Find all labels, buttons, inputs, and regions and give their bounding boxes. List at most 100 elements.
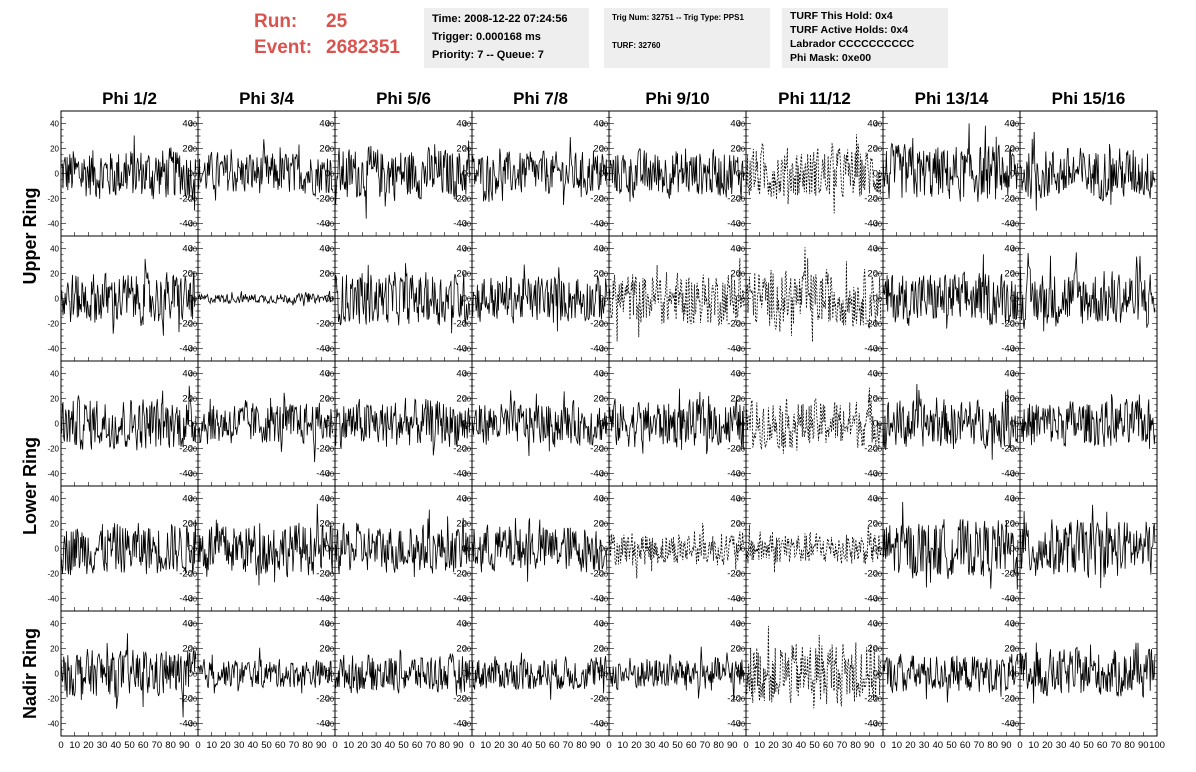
y-tick-label: 20 [600, 520, 608, 529]
x-tick-label: 40 [796, 740, 807, 751]
y-tick-label: -20 [597, 570, 608, 579]
x-tick-label: 70 [1111, 740, 1122, 751]
y-tick-label: 0 [873, 169, 878, 180]
x-tick-label: 60 [686, 740, 697, 751]
waveform-trace [61, 135, 197, 211]
y-tick-label: 20 [730, 144, 741, 155]
waveform-trace [1019, 131, 1156, 211]
x-tick-label: 0 [469, 740, 474, 751]
y-tick-label: 20 [182, 394, 193, 405]
y-tick-label: -20 [1001, 444, 1015, 455]
waveform-trace [334, 263, 471, 334]
y-tick-label: 0 [193, 420, 197, 429]
y-tick-label: 0 [193, 295, 197, 304]
y-tick-label: -40 [597, 470, 608, 479]
y-tick-label: 0 [462, 419, 467, 430]
column-header: Phi 15/16 [1052, 89, 1126, 108]
y-tick-label: 0 [55, 420, 60, 429]
panel-frame [745, 235, 884, 362]
y-tick-label: 20 [874, 270, 882, 279]
y-tick-label: -20 [734, 445, 745, 454]
y-tick-label: -20 [460, 195, 471, 204]
y-tick-label: -20 [1008, 445, 1019, 454]
waveform-trace [334, 649, 471, 696]
y-tick-label: 20 [50, 395, 59, 404]
y-tick-label: 0 [878, 545, 882, 554]
x-tick-label: 80 [165, 740, 176, 751]
y-tick-label: 40 [182, 619, 193, 630]
y-tick-label: 0 [604, 420, 608, 429]
y-tick-label: -40 [186, 720, 197, 729]
y-tick-label: 40 [463, 495, 471, 504]
y-tick-label: 20 [189, 520, 197, 529]
x-tick-label: 10 [617, 740, 628, 751]
y-tick-label: -40 [734, 220, 745, 229]
y-tick-label: 40 [1011, 495, 1019, 504]
x-tick-label: 90 [179, 740, 190, 751]
y-tick-label: -40 [460, 470, 471, 479]
y-tick-label: -40 [1008, 720, 1019, 729]
x-tick-label: 90 [1001, 740, 1012, 751]
y-tick-label: 20 [867, 519, 878, 530]
x-tick-label: 80 [439, 740, 450, 751]
run-label: Run: [254, 11, 298, 32]
y-tick-label: 0 [467, 670, 471, 679]
waveform-trace [471, 517, 608, 582]
y-tick-label: 40 [189, 370, 197, 379]
y-tick-label: -40 [47, 220, 59, 229]
waveform-trace [60, 633, 197, 718]
y-tick-label: 40 [189, 120, 197, 129]
column-header: Phi 9/10 [645, 89, 709, 108]
y-tick-label: -40 [1001, 469, 1015, 480]
y-tick-label: -20 [864, 694, 878, 705]
y-tick-label: 0 [873, 669, 878, 680]
y-tick-label: -40 [727, 594, 741, 605]
y-tick-label: 0 [1010, 169, 1015, 180]
x-tick-label: 90 [590, 740, 601, 751]
y-tick-label: -20 [871, 320, 882, 329]
y-tick-label: -40 [864, 219, 878, 230]
y-tick-label: -40 [323, 720, 334, 729]
waveform-trace [471, 652, 608, 700]
y-tick-label: 0 [325, 544, 330, 555]
y-tick-label: 40 [874, 495, 882, 504]
y-tick-label: 40 [874, 245, 882, 254]
y-tick-label: 20 [737, 520, 745, 529]
y-tick-label: 20 [1011, 270, 1019, 279]
y-tick-label: -20 [597, 695, 608, 704]
x-tick-label: 30 [508, 740, 519, 751]
y-tick-label: -40 [179, 344, 193, 355]
y-tick-label: 40 [730, 119, 741, 130]
y-tick-label: 20 [319, 144, 330, 155]
y-tick-label: -20 [179, 694, 193, 705]
x-tick-label: 20 [905, 740, 916, 751]
waveform-trace [1019, 504, 1156, 589]
y-tick-label: 20 [326, 270, 334, 279]
column-header: Phi 3/4 [239, 89, 294, 108]
y-tick-label: 40 [182, 369, 193, 380]
x-tick-label: 80 [713, 740, 724, 751]
y-tick-label: 0 [325, 669, 330, 680]
y-tick-label: -20 [453, 569, 467, 580]
column-header: Phi 11/12 [778, 89, 851, 108]
x-tick-label: 0 [58, 740, 63, 751]
y-tick-label: 20 [600, 645, 608, 654]
y-tick-label: -40 [453, 219, 467, 230]
priority-text: Priority: 7 -- Queue: 7 [432, 49, 544, 61]
y-tick-label: 20 [1004, 644, 1015, 655]
y-tick-label: -20 [1008, 695, 1019, 704]
y-tick-label: 20 [737, 645, 745, 654]
event-value: 2682351 [326, 37, 400, 58]
x-tick-label: 80 [850, 740, 861, 751]
y-tick-label: -20 [453, 319, 467, 330]
y-tick-label: -20 [1008, 570, 1019, 579]
y-tick-label: 0 [188, 419, 193, 430]
y-tick-label: 20 [463, 270, 471, 279]
waveform-trace [745, 625, 882, 709]
y-tick-label: -40 [597, 595, 608, 604]
y-tick-label: -40 [871, 220, 882, 229]
y-tick-label: -40 [590, 594, 604, 605]
trigger-text: Trigger: 0.000168 ms [432, 31, 541, 43]
y-tick-label: -40 [864, 344, 878, 355]
y-tick-label: 40 [319, 119, 330, 130]
